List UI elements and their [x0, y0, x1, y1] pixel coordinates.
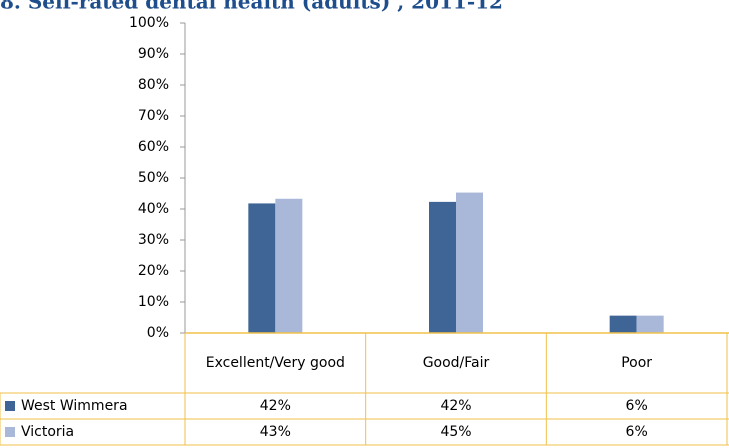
bar [636, 315, 664, 333]
chart-title: 8. Self-rated dental health (adults) , 2… [0, 0, 503, 14]
category-cell: Poor [621, 355, 653, 371]
y-tick-label: 80% [138, 77, 169, 93]
bar [456, 192, 483, 333]
y-tick-label: 30% [138, 232, 169, 248]
bar [429, 201, 456, 333]
legend-label: Victoria [21, 424, 74, 440]
bar [609, 315, 637, 333]
category-cell: Excellent/Very good [205, 355, 345, 371]
bar [248, 203, 276, 333]
value-label: 43% [260, 424, 291, 440]
value-label: 6% [626, 398, 648, 414]
legend-label: West Wimmera [21, 398, 128, 414]
x-tick-label: Good/Fair [422, 355, 490, 371]
category-cell: Good/Fair [422, 355, 490, 371]
y-tick-label: 90% [138, 46, 169, 62]
y-tick-label: 40% [138, 201, 169, 217]
y-tick-label: 50% [138, 170, 169, 186]
legend-swatch [5, 427, 15, 437]
y-tick-label: 0% [147, 325, 169, 341]
y-tick-label: 70% [138, 108, 169, 124]
y-tick-label: 10% [138, 294, 169, 310]
value-label: 42% [440, 398, 471, 414]
x-tick-label: Poor [621, 355, 653, 371]
y-tick-label: 20% [138, 263, 169, 279]
y-tick-label: 60% [138, 139, 169, 155]
y-tick-label: 100% [129, 15, 169, 31]
value-label: 42% [260, 398, 291, 414]
bar [275, 198, 303, 333]
x-tick-label: Excellent/Very good [205, 355, 345, 371]
value-label: 45% [440, 424, 471, 440]
value-label: 6% [626, 424, 648, 440]
legend-swatch [5, 401, 15, 411]
